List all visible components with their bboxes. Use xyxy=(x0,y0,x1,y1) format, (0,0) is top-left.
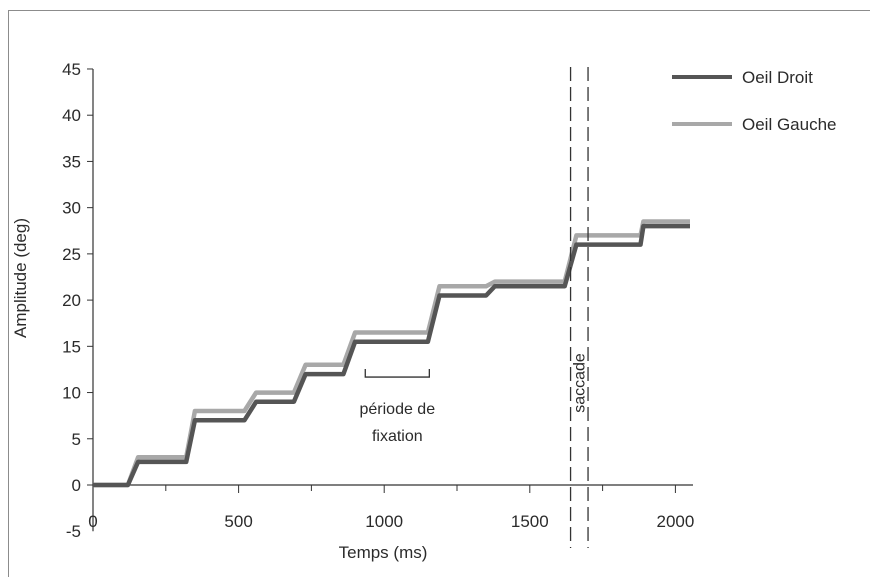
series-lines xyxy=(93,219,690,488)
y-tick-label: 40 xyxy=(62,106,81,125)
y-tick-label: 25 xyxy=(62,245,81,264)
legend-label-oeil-gauche: Oeil Gauche xyxy=(742,115,837,134)
fixation-bracket xyxy=(364,369,430,378)
x-axis-title: Temps (ms) xyxy=(339,543,428,562)
chart-frame xyxy=(8,10,870,577)
x-tick-label: 500 xyxy=(224,512,252,531)
x-tick-label: 0 xyxy=(88,512,97,531)
y-tick-label: 30 xyxy=(62,199,81,218)
fixation-label-line-2: fixation xyxy=(372,428,423,445)
y-tick-label: -5 xyxy=(66,522,81,541)
x-tick-label: 2000 xyxy=(656,512,694,531)
y-tick-label: 10 xyxy=(62,384,81,403)
y-tick-label: 15 xyxy=(62,337,81,356)
y-tick-label: 20 xyxy=(62,291,81,310)
axes: -5 0 5 10 15 20 25 30 35 40 45 0 500 1000 1500 2000 xyxy=(62,60,694,541)
y-tick-label: 5 xyxy=(72,430,81,449)
legend-label-oeil-droit: Oeil Droit xyxy=(742,68,813,87)
fixation-label-line-1: période de xyxy=(359,401,435,418)
series-line-oeil-gauche xyxy=(93,219,690,488)
y-axis-title: Amplitude (deg) xyxy=(11,218,30,338)
saccade-label: saccade xyxy=(571,353,588,413)
series-line-oeil-droit xyxy=(93,223,690,488)
y-tick-label: 45 xyxy=(62,60,81,79)
y-tick-label: 35 xyxy=(62,152,81,171)
x-tick-label: 1000 xyxy=(365,512,403,531)
y-tick-label: 0 xyxy=(72,476,81,495)
legend: Oeil Droit Oeil Gauche xyxy=(672,68,837,134)
annotations: période de fixation saccade xyxy=(359,67,589,548)
x-tick-label: 1500 xyxy=(511,512,549,531)
